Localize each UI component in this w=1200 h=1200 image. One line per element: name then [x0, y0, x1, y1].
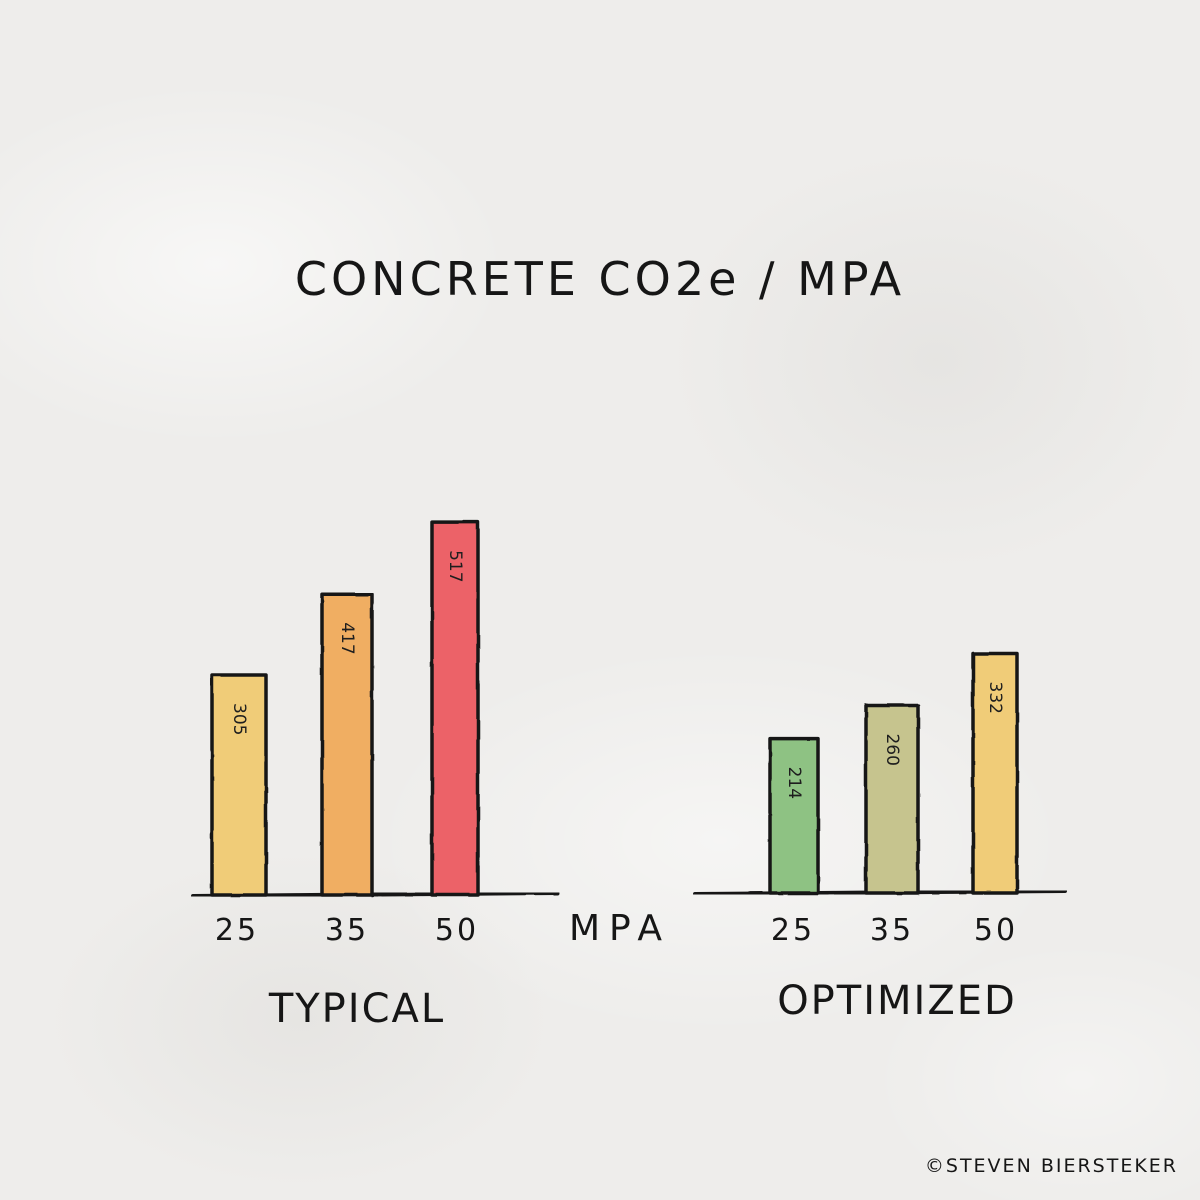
optimized-tick-25: 25 — [771, 913, 815, 948]
optimized-value-label-35: 260 — [882, 733, 902, 765]
group-label-optimized: OPTIMIZED — [777, 978, 1017, 1024]
bars-layer: 305 25 417 35 517 50 214 25 260 35 332 50 — [191, 520, 1067, 948]
typical-bar-50 — [430, 520, 480, 897]
optimized-bar-25 — [768, 736, 820, 895]
optimized-bar-35 — [864, 703, 920, 895]
typical-value-label-50: 517 — [445, 550, 465, 582]
optimized-tick-50: 50 — [974, 913, 1018, 948]
typical-bar-35 — [320, 592, 374, 897]
typical-tick-50: 50 — [435, 913, 479, 948]
typical-tick-35: 35 — [325, 913, 369, 948]
group-label-typical: TYPICAL — [268, 986, 445, 1032]
typical-tick-25: 25 — [215, 913, 259, 948]
credit-text: ©STEVEN BIERSTEKER — [925, 1155, 1178, 1177]
x-axis-label: MPA — [569, 908, 671, 949]
typical-value-label-35: 417 — [337, 622, 357, 654]
optimized-value-label-50: 332 — [985, 682, 1005, 714]
typical-value-label-25: 305 — [229, 703, 249, 735]
chart-title: CONCRETE CO2e / MPA — [295, 252, 905, 306]
optimized-tick-35: 35 — [870, 913, 914, 948]
typical-bar-25 — [210, 673, 268, 897]
optimized-bar-50 — [971, 651, 1019, 895]
optimized-value-label-25: 214 — [784, 767, 804, 799]
